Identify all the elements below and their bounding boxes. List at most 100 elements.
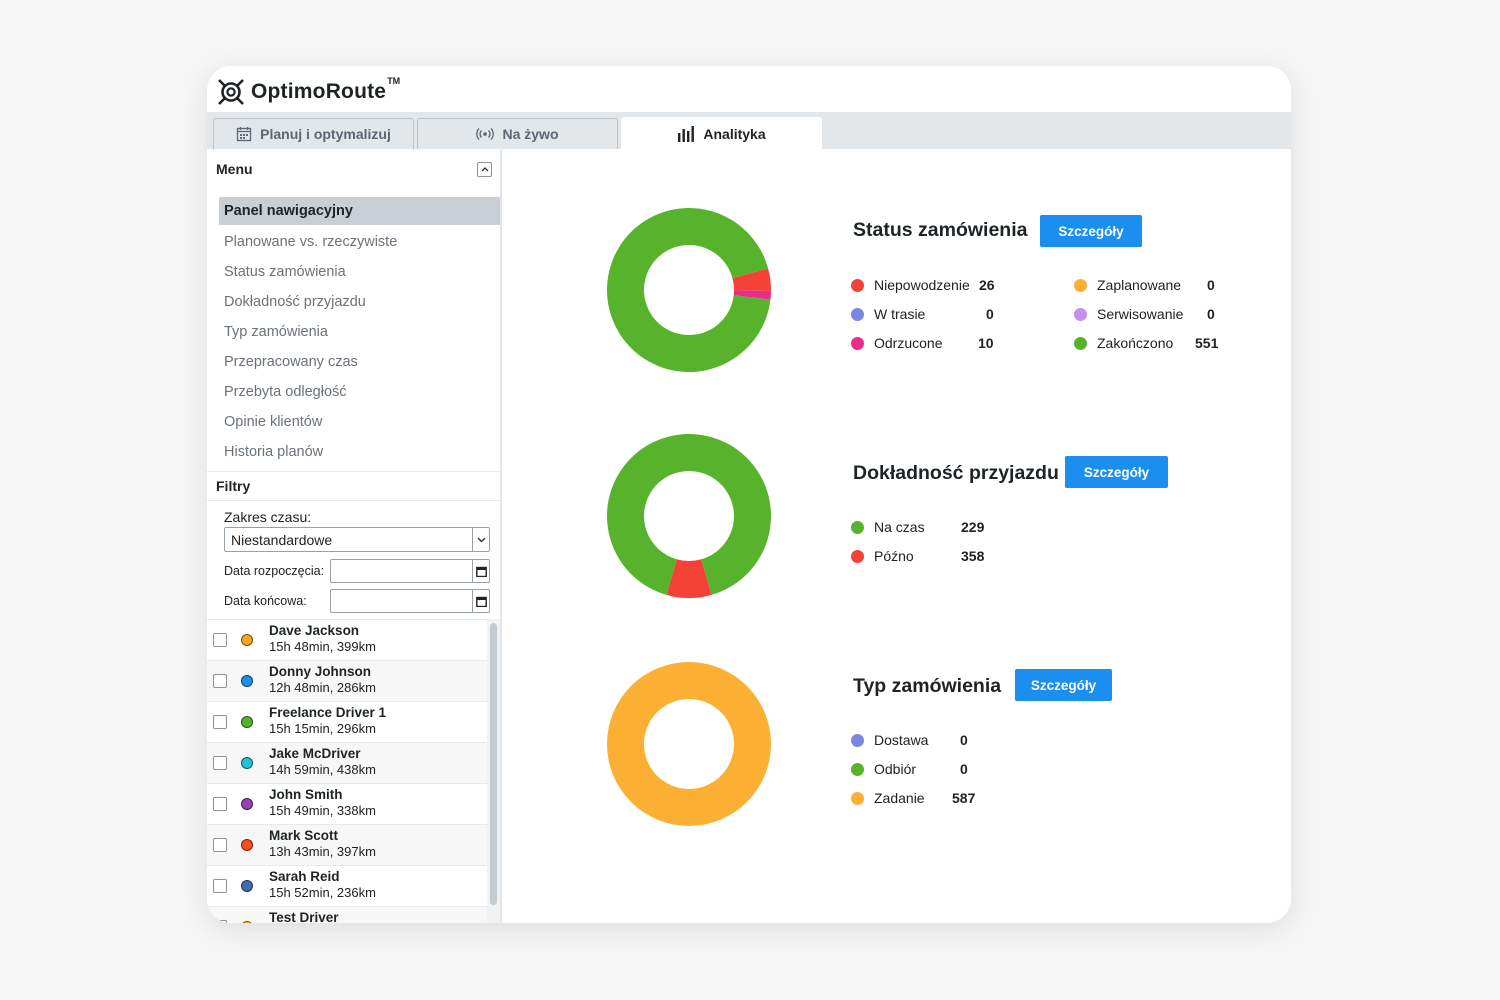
menu-item-customer-feedback[interactable]: Opinie klientów [224,414,323,430]
driver-stats: 15h 49min, 338km [269,803,376,818]
tab-bar: Planuj i optymalizuj Na żywo [207,112,1291,149]
legend-item: Zakończono 551 [1074,333,1218,353]
donut-slice-niepowodzenie[interactable] [732,268,771,291]
driver-row[interactable]: Mark Scott 13h 43min, 397km [207,825,487,866]
calendar-icon [236,126,252,142]
driver-stats: 13h 43min, 397km [269,844,376,859]
order-type-section: Typ zamówienia Szczegóły Dostawa 0 Odbiór… [503,653,1291,873]
legend-label: Zadanie [874,790,925,806]
legend-item: Odbiór 0 [851,759,968,779]
legend-item: Późno 358 [851,546,984,566]
driver-checkbox[interactable] [213,838,227,852]
calendar-icon[interactable] [472,590,489,612]
donut-slice-odrzucone[interactable] [733,290,771,300]
menu-item-planned-vs-actual[interactable]: Planowane vs. rzeczywiste [224,234,398,250]
driver-color-dot [241,839,253,851]
tab-plan-optimize[interactable]: Planuj i optymalizuj [213,118,414,149]
menu-item-time-worked[interactable]: Przepracowany czas [224,354,358,370]
driver-stats: 12h 48min, 286km [269,680,376,695]
legend-value: 10 [978,335,994,351]
legend-value: 551 [1195,335,1219,351]
driver-name: Freelance Driver 1 [269,705,387,720]
donut-slice-na-czas[interactable] [607,434,771,595]
driver-name: Jake McDriver [269,746,361,761]
driver-row[interactable]: Jake McDriver 14h 59min, 438km [207,743,487,784]
donut-slice-zakończono[interactable] [607,208,771,372]
legend-dot [851,307,864,321]
legend-dot [851,549,864,563]
legend-dot [1074,307,1087,321]
driver-list: Dave Jackson 15h 48min, 399km Donny Johns… [207,619,487,923]
driver-stats: 15h 48min, 399km [269,639,376,654]
arrival-accuracy-donut [607,434,771,598]
legend-item: Zadanie 587 [851,788,975,808]
collapse-menu-button[interactable] [477,161,492,177]
legend-dot [851,520,864,534]
brand-logo[interactable]: OptimoRoute TM [217,74,400,110]
order-type-donut [607,662,771,826]
trademark: TM [387,76,401,86]
legend-label: Serwisowanie [1097,306,1184,322]
driver-checkbox[interactable] [213,715,227,729]
driver-color-dot [241,634,253,646]
tab-label: Na żywo [502,126,559,142]
driver-checkbox[interactable] [213,756,227,770]
tab-analytics[interactable]: Analityka [621,117,822,149]
driver-list-scrollbar[interactable] [487,619,500,923]
legend-value: 0 [1207,277,1215,293]
order-type-details-button[interactable]: Szczegóły [1015,669,1112,701]
order-status-section: Status zamówienia Szczegóły Niepowodzeni… [503,197,1291,417]
live-signal-icon [476,127,495,141]
driver-color-dot [241,716,253,728]
order-status-details-button[interactable]: Szczegóły [1040,215,1142,247]
menu-item-dashboard[interactable]: Panel nawigacyjny [219,197,500,225]
driver-row[interactable]: Sarah Reid 15h 52min, 236km [207,866,487,907]
menu-header: Menu [207,149,500,189]
driver-checkbox[interactable] [213,674,227,688]
driver-name: Dave Jackson [269,623,360,638]
driver-checkbox[interactable] [213,797,227,811]
driver-stats: 15h 52min, 236km [269,885,376,900]
driver-row[interactable]: Test Driver [207,907,487,923]
legend-label: Niepowodzenie [874,277,970,293]
menu-item-plan-history[interactable]: Historia planów [224,444,324,460]
legend-label: W trasie [874,306,926,322]
arrival-accuracy-details-button[interactable]: Szczegóły [1065,456,1168,488]
driver-name: John Smith [269,787,343,802]
sidebar: Menu Panel nawigacyjny Planowane vs. rze… [207,149,502,923]
tab-live[interactable]: Na żywo [417,118,618,149]
menu-item-order-status[interactable]: Status zamówienia [224,264,346,280]
calendar-icon[interactable] [472,560,489,582]
start-date-input[interactable] [330,559,490,583]
end-date-input[interactable] [330,589,490,613]
legend-value: 0 [960,732,968,748]
driver-checkbox[interactable] [213,879,227,893]
legend-dot [851,278,864,292]
driver-row[interactable]: Freelance Driver 1 15h 15min, 296km [207,702,487,743]
driver-row[interactable]: John Smith 15h 49min, 338km [207,784,487,825]
donut-slice-zadanie[interactable] [607,662,771,826]
start-date-row: Data rozpoczęcia: [207,556,500,586]
driver-color-dot [241,921,253,923]
driver-row[interactable]: Donny Johnson 12h 48min, 286km [207,661,487,702]
donut-slice-późno[interactable] [666,559,712,598]
menu-item-arrival-accuracy[interactable]: Dokładność przyjazdu [224,294,366,310]
driver-checkbox[interactable] [213,920,227,923]
optimoroute-logo-icon [218,79,244,105]
driver-name: Sarah Reid [269,869,340,884]
menu-item-distance-traveled[interactable]: Przebyta odległość [224,384,347,400]
legend-dot [851,791,864,805]
arrival-accuracy-section: Dokładność przyjazdu Szczegóły Na czas 22… [503,423,1291,643]
legend-item: Zaplanowane 0 [1074,275,1215,295]
legend-label: Odrzucone [874,335,943,351]
legend-value: 587 [952,790,976,806]
time-range-select[interactable]: Niestandardowe [224,527,490,552]
legend-value: 358 [961,548,985,564]
driver-checkbox[interactable] [213,633,227,647]
driver-row[interactable]: Dave Jackson 15h 48min, 399km [207,620,487,661]
bar-chart-icon [677,125,695,142]
legend-value: 0 [986,306,994,322]
chevron-down-icon [472,528,489,551]
menu-item-order-type[interactable]: Typ zamówienia [224,324,328,340]
scrollbar-thumb[interactable] [490,623,497,905]
